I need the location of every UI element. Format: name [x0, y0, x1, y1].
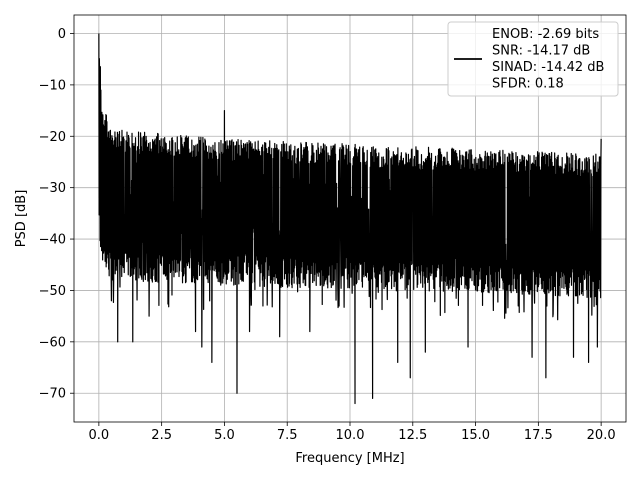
x-tick-label: 2.5: [151, 428, 172, 443]
x-axis-ticks: 0.0 2.5 5.0 7.5 10.0 12.5 15.0 17.5 20.0: [89, 422, 616, 443]
psd-series-line: [98, 33, 602, 405]
y-axis-label: PSD [dB]: [14, 190, 29, 248]
y-axis-ticks: 0 −10 −20 −30 −40 −50 −60 −70: [39, 27, 74, 402]
y-tick-label: −10: [39, 78, 66, 93]
y-tick-label: −70: [39, 387, 66, 402]
x-tick-label: 12.5: [398, 428, 427, 443]
x-axis-label: Frequency [MHz]: [295, 451, 404, 466]
x-tick-label: 20.0: [587, 428, 616, 443]
y-tick-label: 0: [58, 27, 66, 42]
y-tick-label: −40: [39, 233, 66, 248]
x-tick-label: 17.5: [524, 428, 553, 443]
x-tick-label: 10.0: [336, 428, 365, 443]
x-tick-label: 5.0: [214, 428, 235, 443]
x-tick-label: 7.5: [277, 428, 298, 443]
legend-entry-sinad: SINAD: -14.42 dB: [492, 60, 604, 75]
x-tick-label: 0.0: [89, 428, 110, 443]
legend: ENOB: -2.69 bits SNR: -14.17 dB SINAD: -…: [447, 21, 619, 97]
legend-entry-snr: SNR: -14.17 dB: [492, 44, 590, 59]
y-tick-label: −60: [39, 335, 66, 350]
plot-series-group: [98, 33, 602, 405]
legend-entry-sfdr: SFDR: 0.18: [492, 77, 564, 92]
y-tick-label: −20: [39, 130, 66, 145]
legend-box: [447, 21, 619, 97]
legend-entry-enob: ENOB: -2.69 bits: [492, 27, 599, 42]
x-tick-label: 15.0: [461, 428, 490, 443]
y-tick-label: −30: [39, 181, 66, 196]
y-tick-label: −50: [39, 284, 66, 299]
